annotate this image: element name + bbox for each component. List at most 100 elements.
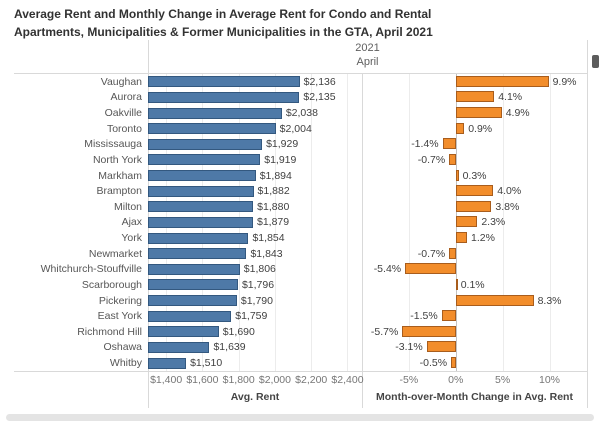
rent-bar[interactable] [148,310,232,322]
category-row: Toronto [0,121,148,137]
rent-row: $1,843 [148,246,362,262]
change-bar[interactable] [455,122,465,134]
category-label[interactable]: Vaughan [100,75,142,88]
category-row: Oshawa [0,340,148,356]
rent-row: $1,879 [148,215,362,231]
category-label[interactable]: Markham [98,169,142,182]
change-bar[interactable] [402,325,456,337]
rent-bar[interactable] [148,263,240,275]
change-value-label: 3.8% [495,200,520,213]
chart-title-line1: Average Rent and Monthly Change in Avera… [14,7,432,21]
rent-bar[interactable] [148,107,282,119]
rent-tick-label: $1,800 [222,374,255,386]
rent-value-label: $1,882 [257,185,290,198]
x-axis-ticks: $1,400 $1,600 $1,800 $2,000 $2,200 $2,400 -5% 0… [0,374,600,387]
change-bar[interactable] [455,169,459,181]
change-row: 4.9% [362,105,587,121]
change-bar[interactable] [455,278,458,290]
change-gridline [408,74,410,371]
category-row: Mississauga [0,137,148,153]
category-label[interactable]: Pickering [98,294,142,307]
category-label[interactable]: Ajax [121,216,142,229]
category-label[interactable]: Oshawa [103,341,142,354]
rent-bar[interactable] [148,232,249,244]
category-label[interactable]: Whitchurch-Stouffville [40,263,142,276]
category-label[interactable]: Aurora [110,91,142,104]
change-bar[interactable] [455,75,549,87]
rent-value-label: $1,790 [240,294,273,307]
category-label[interactable]: East York [97,310,142,323]
change-bar[interactable] [455,200,492,212]
rent-bar[interactable] [148,170,256,182]
rent-bar[interactable] [148,123,276,135]
change-bar[interactable] [441,310,456,322]
vertical-scrollbar-thumb[interactable] [592,55,599,68]
category-row: East York [0,308,148,324]
category-label[interactable]: Brampton [96,185,142,198]
category-label[interactable]: York [121,232,142,245]
rent-row: $1,882 [148,183,362,199]
change-bar[interactable] [449,153,456,165]
rent-bar[interactable] [148,295,237,307]
rent-bar[interactable] [148,201,254,213]
rent-bar[interactable] [148,357,187,369]
rent-value-label: $2,004 [279,122,312,135]
rent-bar[interactable] [148,216,253,228]
change-bar[interactable] [426,341,456,353]
rent-bar[interactable] [148,341,210,353]
category-label[interactable]: Toronto [106,122,142,135]
category-row: North York [0,152,148,168]
category-label[interactable]: Milton [113,200,142,213]
category-label[interactable]: Scarborough [81,278,142,291]
rent-bar[interactable] [148,154,261,166]
change-bar[interactable] [455,216,478,228]
category-row: Milton [0,199,148,215]
change-bar[interactable] [449,247,456,259]
category-label[interactable]: Mississauga [84,138,142,151]
category-label[interactable]: North York [92,153,142,166]
change-row: -0.7% [362,152,587,168]
rent-row: $1,639 [148,340,362,356]
change-row: 8.3% [362,293,587,309]
change-bar[interactable] [455,185,494,197]
change-value-label: 4.0% [497,185,522,198]
change-bar[interactable] [455,107,502,119]
category-label[interactable]: Whitby [109,357,142,370]
change-row: 4.0% [362,183,587,199]
rent-bar[interactable] [148,326,219,338]
change-gridline [502,74,504,371]
change-bar[interactable] [455,232,467,244]
rent-row: $2,038 [148,105,362,121]
horizontal-scrollbar-track[interactable] [6,414,594,421]
category-label[interactable]: Oakville [104,107,142,120]
change-bar[interactable] [442,138,456,150]
rent-row: $1,790 [148,293,362,309]
rent-row: $2,135 [148,90,362,106]
change-bar[interactable] [405,263,456,275]
category-row: Ajax [0,215,148,231]
change-row: 1.2% [362,230,587,246]
change-bar[interactable] [455,91,495,103]
rent-row: $1,894 [148,168,362,184]
rent-bar[interactable] [148,76,300,88]
category-row: Markham [0,168,148,184]
change-value-label: 0.9% [468,122,493,135]
category-label[interactable]: Newmarket [88,247,142,260]
rent-row: $1,929 [148,137,362,153]
rent-value-label: $1,759 [235,310,268,323]
rent-bar[interactable] [148,279,238,291]
rent-bar[interactable] [148,138,263,150]
rent-bar[interactable] [148,91,300,103]
change-row: 0.3% [362,168,587,184]
category-label[interactable]: Richmond Hill [77,325,142,338]
change-bar[interactable] [451,357,456,369]
category-axis: Vaughan Aurora Oakville Toronto Mississauga N… [0,74,148,371]
change-value-label: 1.2% [471,232,495,245]
rent-bar[interactable] [148,185,254,197]
change-bar[interactable] [455,294,534,306]
change-row: -5.7% [362,324,587,340]
plot-bottom-border [14,371,587,372]
category-row: Brampton [0,183,148,199]
rent-value-label: $1,796 [241,278,275,291]
rent-bar[interactable] [148,248,247,260]
